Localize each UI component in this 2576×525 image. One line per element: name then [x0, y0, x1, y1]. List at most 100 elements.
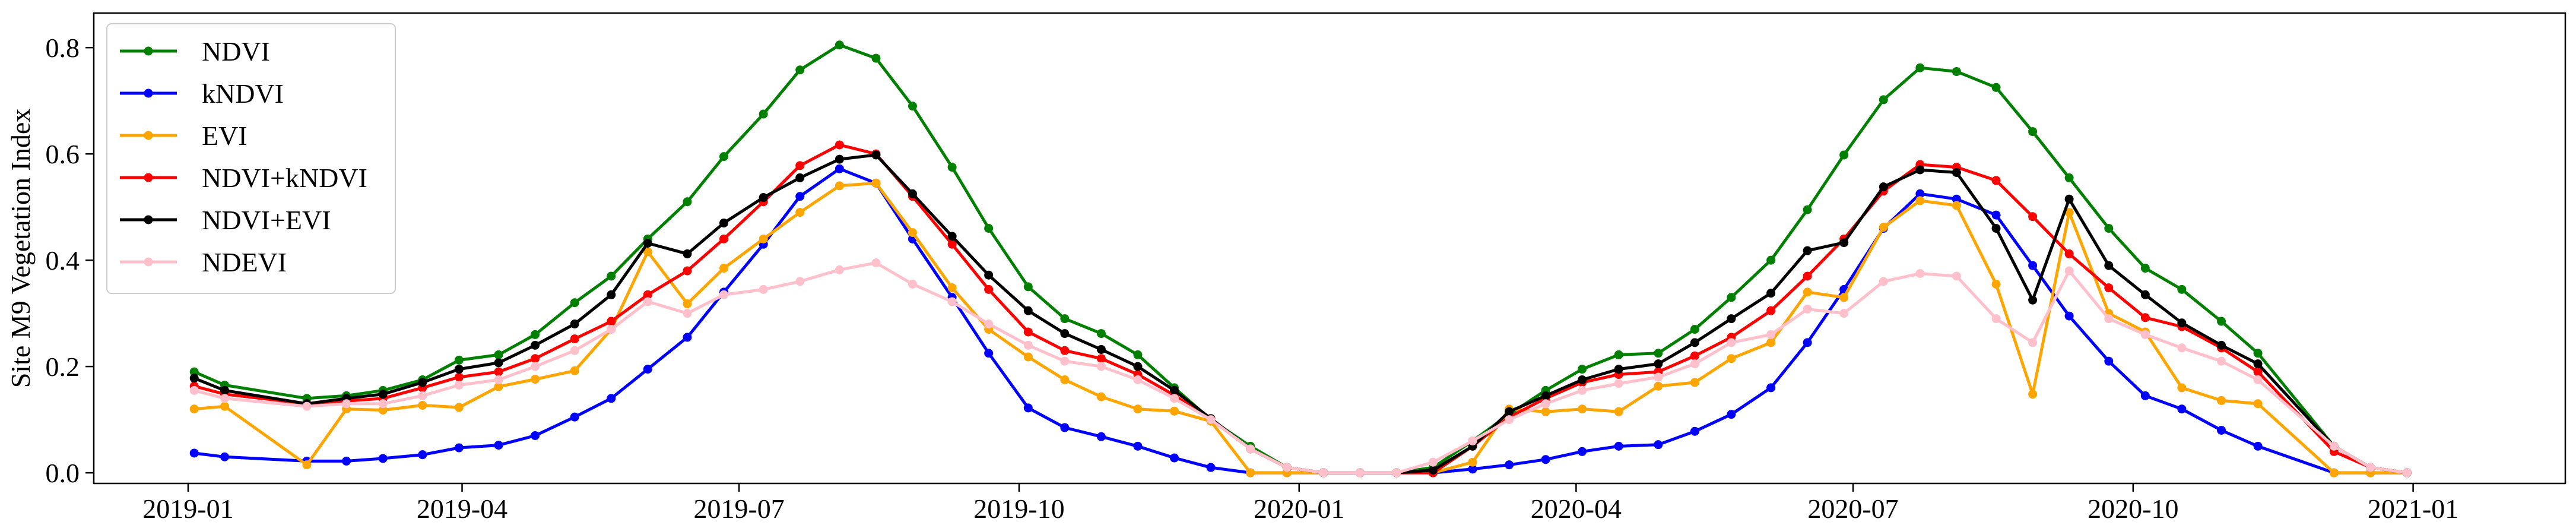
data-point-kndvi [1023, 403, 1033, 413]
data-point-ndvi-evi [1169, 385, 1179, 395]
data-point-ndevi [1614, 379, 1623, 388]
data-point-ndvi-kndvi [494, 367, 503, 377]
data-point-kndvi [342, 456, 351, 466]
data-point-evi [570, 366, 579, 375]
series-line-kndvi [193, 167, 2407, 475]
data-point-ndvi-evi [1541, 391, 1550, 400]
data-point-ndvi-evi [570, 320, 579, 329]
data-point-ndevi [1133, 375, 1143, 384]
data-point-evi [1468, 457, 1477, 467]
data-point-kndvi [1505, 460, 1514, 470]
data-point-kndvi [2028, 261, 2038, 270]
data-point-ndevi [1246, 444, 1255, 454]
y-axis-label: Site M9 Vegetation Index [5, 109, 36, 388]
series-ndvi [189, 40, 2412, 477]
data-point-evi [220, 401, 230, 411]
data-point-ndvi-evi [1839, 238, 1849, 248]
data-point-evi [908, 228, 917, 238]
data-point-ndvi-evi [1654, 359, 1663, 369]
x-tick-label: 2020-04 [1531, 494, 1622, 524]
data-point-ndvi-evi [1428, 466, 1438, 475]
data-point-evi [1169, 406, 1179, 416]
data-point-ndvi [454, 355, 464, 365]
data-point-ndvi-evi [719, 218, 729, 227]
data-point-kndvi [189, 448, 199, 458]
data-point-ndvi-evi [1803, 246, 1812, 255]
series-kndvi [189, 164, 2412, 477]
data-point-kndvi [2217, 426, 2226, 435]
data-point-ndevi [795, 277, 805, 286]
x-axis: 2019-01 2019-04 2019-07 2019-10 2020-01 2020-… [142, 483, 2458, 524]
data-point-evi [1541, 407, 1550, 416]
data-point-evi [2253, 399, 2263, 409]
data-point-ndevi [2177, 343, 2187, 353]
series-layer [189, 40, 2412, 477]
data-point-evi [759, 234, 768, 243]
data-point-ndevi [1319, 468, 1328, 477]
data-point-ndvi-evi [378, 390, 388, 399]
data-point-ndvi [1879, 95, 1888, 105]
data-point-ndevi [607, 324, 616, 334]
series-ndevi [189, 258, 2412, 477]
x-tick-label: 2019-01 [142, 494, 233, 524]
data-point-ndvi-kndvi [1991, 176, 2001, 185]
data-point-ndevi [1915, 269, 1925, 279]
data-point-ndevi [2329, 441, 2339, 451]
data-point-ndvi-kndvi [607, 317, 616, 326]
data-point-kndvi [378, 454, 388, 463]
data-point-kndvi [494, 441, 503, 450]
data-point-ndvi-kndvi [1803, 271, 1812, 281]
data-point-kndvi [570, 412, 579, 422]
data-point-ndvi-kndvi [2064, 249, 2074, 258]
data-point-kndvi [1654, 440, 1663, 450]
data-point-ndvi [1023, 282, 1033, 292]
legend-swatch-marker [144, 88, 153, 98]
y-tick-label: 0.6 [46, 139, 80, 169]
data-point-ndvi-evi [1915, 165, 1925, 175]
data-point-ndevi [1766, 330, 1776, 339]
data-point-evi [1879, 223, 1888, 232]
data-point-ndvi-evi [494, 358, 503, 368]
data-point-ndevi [1206, 415, 1216, 425]
y-axis: 0.0 0.2 0.4 0.6 0.8 [46, 33, 94, 488]
data-point-ndevi [1060, 356, 1070, 366]
legend-swatch-marker [144, 215, 153, 224]
data-point-ndvi-kndvi [1096, 354, 1106, 363]
data-point-kndvi [1060, 423, 1070, 432]
data-point-ndvi-evi [1766, 289, 1776, 298]
data-point-ndevi [1428, 457, 1438, 467]
legend-item-ndvi: NDVI [120, 36, 270, 67]
data-point-evi [531, 375, 540, 384]
data-point-kndvi [1727, 410, 1736, 419]
data-point-ndvi-kndvi [2253, 367, 2263, 377]
data-point-ndvi-evi [1879, 182, 1888, 192]
data-point-evi [1614, 407, 1623, 416]
data-point-evi [1727, 354, 1736, 363]
data-point-evi [795, 208, 805, 217]
data-point-ndvi-evi [2028, 295, 2038, 305]
data-point-ndvi-kndvi [984, 284, 994, 294]
data-point-ndvi-evi [2217, 340, 2226, 350]
data-point-ndvi-evi [1952, 167, 1961, 177]
data-point-ndvi [835, 40, 844, 50]
data-point-evi [1246, 468, 1255, 477]
data-point-kndvi [984, 349, 994, 358]
data-point-kndvi [1991, 210, 2001, 220]
data-point-evi [835, 181, 844, 191]
data-point-ndvi-kndvi [2028, 212, 2038, 222]
data-point-ndvi-evi [947, 232, 957, 241]
data-point-ndevi [1355, 468, 1365, 477]
data-point-ndvi [1614, 350, 1623, 359]
data-point-ndvi [871, 53, 881, 63]
data-point-ndevi [531, 362, 540, 371]
data-point-ndevi [2366, 463, 2375, 472]
data-point-ndevi [1505, 415, 1514, 425]
data-point-ndevi [454, 380, 464, 390]
data-point-ndvi-evi [908, 189, 917, 198]
y-tick-label: 0.8 [46, 33, 80, 63]
data-point-ndevi [984, 320, 994, 329]
data-point-evi [1096, 392, 1106, 401]
data-point-ndvi-evi [2104, 261, 2114, 270]
data-point-evi [643, 247, 652, 257]
